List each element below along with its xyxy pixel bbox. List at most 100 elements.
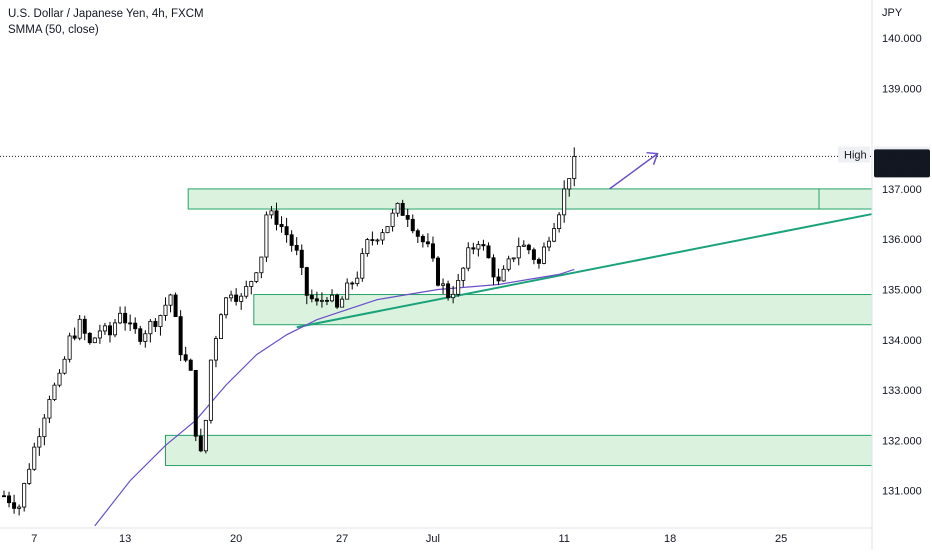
candle-body bbox=[400, 202, 405, 216]
time-tick-label: 18 bbox=[664, 533, 676, 545]
candle-body bbox=[203, 419, 208, 452]
high-label-bg bbox=[838, 146, 870, 163]
candle-body bbox=[425, 241, 430, 245]
candle-body bbox=[471, 247, 476, 250]
support-resistance-zones bbox=[164, 188, 873, 467]
current-price-label: 137.646 bbox=[880, 152, 920, 164]
indicator-label[interactable]: SMMA (50, close) bbox=[8, 24, 99, 36]
candle-body bbox=[153, 320, 158, 328]
price-tick-label: 137.000 bbox=[882, 184, 922, 196]
candle-body bbox=[324, 299, 329, 302]
chart-legend: U.S. Dollar / Japanese Yen, 4h, FXCM SMM… bbox=[8, 6, 204, 38]
candle-body bbox=[531, 249, 536, 260]
candles bbox=[0, 147, 872, 516]
candle-body bbox=[224, 297, 229, 316]
candle-body bbox=[476, 244, 481, 250]
candle-body bbox=[269, 210, 274, 216]
candle-body bbox=[113, 322, 118, 336]
candle-body bbox=[32, 446, 37, 470]
candle-body bbox=[526, 244, 531, 251]
candle-body bbox=[562, 188, 567, 216]
candle-body bbox=[365, 239, 370, 254]
candle-body bbox=[461, 267, 466, 281]
candle-body bbox=[441, 283, 446, 286]
candle-body bbox=[541, 246, 546, 264]
price-tick-label: 131.000 bbox=[882, 486, 922, 498]
candle-body bbox=[350, 282, 355, 285]
candle-body bbox=[289, 234, 294, 246]
candle-body bbox=[12, 502, 17, 509]
time-tick-label: 7 bbox=[31, 533, 37, 545]
price-tick-label: 132.000 bbox=[882, 435, 922, 447]
candle-body bbox=[234, 294, 239, 302]
price-axis-currency: JPY bbox=[882, 7, 903, 19]
time-axis: 7 13 20 27 Jul 11 18 25 bbox=[0, 527, 872, 545]
candle-body bbox=[57, 372, 62, 386]
candle-body bbox=[491, 257, 496, 278]
candle-body bbox=[547, 240, 552, 248]
candle-body bbox=[87, 332, 92, 344]
candle-body bbox=[279, 224, 284, 228]
candle-body bbox=[284, 226, 289, 236]
candle-body bbox=[370, 239, 375, 241]
candle-body bbox=[102, 325, 107, 332]
candle-body bbox=[345, 282, 350, 300]
candle-body bbox=[173, 294, 178, 318]
candle-body bbox=[198, 435, 203, 452]
smma-line bbox=[94, 268, 575, 527]
candle-body bbox=[572, 156, 577, 179]
time-tick-label: 20 bbox=[230, 533, 242, 545]
high-label: High bbox=[844, 150, 867, 162]
candle-body bbox=[552, 228, 557, 242]
price-tick-label: 136.000 bbox=[882, 234, 922, 246]
candle-body bbox=[314, 298, 319, 302]
candle-body bbox=[299, 249, 304, 268]
candle-body bbox=[213, 338, 218, 361]
candle-body bbox=[435, 257, 440, 286]
candle-body bbox=[37, 436, 42, 448]
candle-body bbox=[304, 267, 309, 296]
countdown-label: 03:58:10 bbox=[880, 164, 923, 176]
candle-body bbox=[420, 235, 425, 243]
candle-body bbox=[168, 294, 173, 306]
candle-body bbox=[254, 272, 259, 282]
candle-body bbox=[47, 399, 52, 419]
candle-body bbox=[178, 316, 183, 356]
candle-body bbox=[2, 495, 7, 498]
candle-body bbox=[148, 320, 153, 335]
candle-body bbox=[309, 294, 314, 300]
candle-body bbox=[107, 325, 112, 336]
candle-body bbox=[451, 293, 456, 299]
candle-body bbox=[22, 483, 27, 508]
candle-body bbox=[123, 312, 128, 324]
candle-body bbox=[481, 244, 486, 247]
candle-body bbox=[380, 232, 385, 241]
candle-body bbox=[72, 335, 77, 339]
candle-body bbox=[158, 315, 163, 328]
time-tick-label: Jul bbox=[426, 533, 440, 545]
symbol-title[interactable]: U.S. Dollar / Japanese Yen, 4h, FXCM bbox=[8, 8, 204, 20]
candle-body bbox=[77, 318, 82, 339]
candle-body bbox=[274, 210, 279, 225]
candle-body bbox=[259, 256, 264, 274]
candle-body bbox=[27, 468, 32, 484]
price-tick-label: 140.000 bbox=[882, 33, 922, 45]
candle-body bbox=[521, 244, 526, 247]
candle-body bbox=[183, 354, 188, 361]
time-tick-label: 13 bbox=[119, 533, 131, 545]
candle-body bbox=[360, 253, 365, 279]
candle-body bbox=[52, 384, 57, 400]
candle-body bbox=[62, 358, 67, 374]
candle-body bbox=[405, 215, 410, 220]
smma-layer bbox=[94, 268, 575, 527]
candle-body bbox=[385, 226, 390, 234]
candle-body bbox=[319, 299, 324, 302]
candle-body bbox=[163, 304, 168, 316]
candle-body bbox=[506, 258, 511, 270]
candle-body bbox=[516, 245, 521, 259]
projection-arrow-head bbox=[646, 151, 659, 165]
price-tick-label: 135.000 bbox=[882, 285, 922, 297]
candle-body bbox=[355, 277, 360, 284]
